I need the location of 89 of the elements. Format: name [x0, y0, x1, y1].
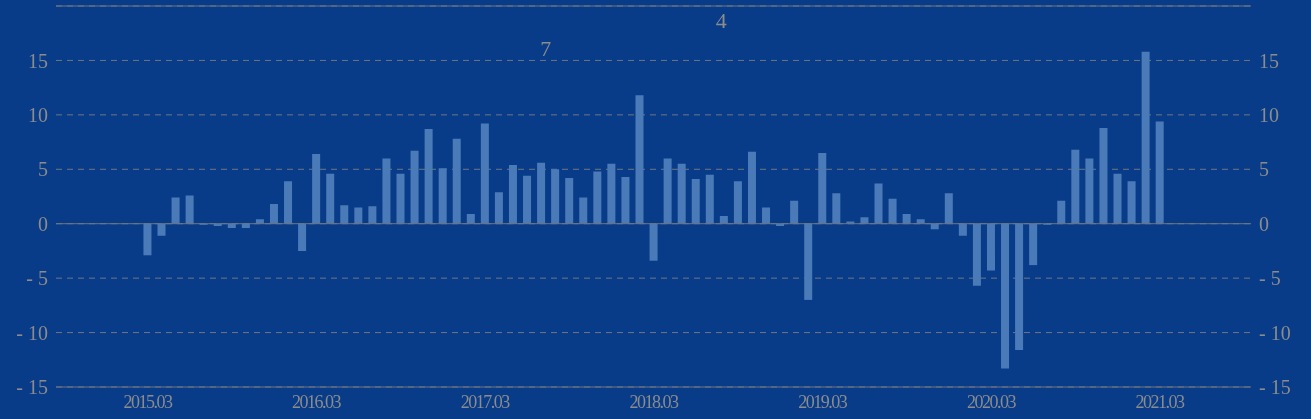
x-tick-label: 2020.03	[966, 391, 1017, 412]
bar	[705, 174, 714, 224]
bar	[776, 223, 785, 226]
bar	[832, 193, 841, 224]
y-tick-label: 5	[38, 158, 48, 181]
bar	[972, 223, 981, 286]
y-tick-label: 0	[38, 212, 48, 235]
bar	[523, 175, 532, 224]
bar	[677, 163, 686, 224]
y2-tick-label: 5	[1259, 158, 1269, 181]
bar	[1141, 51, 1150, 224]
bar	[354, 207, 363, 224]
bar	[888, 198, 897, 224]
y-tick-label: - 10	[16, 321, 48, 344]
bar	[1071, 149, 1080, 224]
bar	[326, 173, 335, 224]
bar	[396, 173, 405, 224]
bar	[607, 163, 616, 224]
bar	[762, 207, 771, 224]
x-tick-label: 2017.03	[460, 391, 511, 412]
bar	[874, 183, 883, 224]
bar	[410, 150, 419, 224]
bar	[818, 152, 827, 224]
bar	[269, 204, 278, 224]
bar	[537, 162, 546, 224]
y-tick-label: 15	[28, 49, 48, 72]
bar	[565, 177, 574, 224]
bar	[1113, 173, 1122, 224]
bar	[241, 223, 250, 229]
bar	[494, 192, 503, 224]
bar	[579, 197, 588, 224]
y2-tick-label: 10	[1259, 103, 1279, 126]
y2-tick-label: 0	[1259, 212, 1269, 235]
y-tick-label: - 5	[26, 267, 48, 290]
bar	[452, 138, 461, 224]
bar	[284, 181, 293, 224]
x-tick-label: 2018.03	[629, 391, 679, 412]
bar	[902, 213, 911, 224]
bar	[480, 123, 489, 224]
x-tick-label: 2015.03	[123, 391, 173, 412]
y2-tick-label: - 10	[1259, 321, 1291, 344]
bar	[466, 213, 475, 224]
bar	[804, 223, 813, 300]
bar	[958, 223, 967, 236]
bar	[1127, 181, 1136, 224]
bar	[424, 129, 433, 224]
bar	[213, 223, 222, 226]
bar	[635, 95, 644, 224]
y-tick-label: 10	[28, 103, 48, 126]
bar	[1015, 223, 1024, 350]
bar	[551, 169, 560, 224]
x-tick-label: 2021.03	[1135, 391, 1186, 412]
bar	[986, 223, 995, 271]
x-tick-label: 2019.03	[798, 391, 848, 412]
bar	[790, 200, 799, 224]
annotation: 4	[715, 8, 727, 34]
bar	[340, 205, 349, 224]
y-tick-label: - 15	[16, 376, 48, 399]
bar	[1029, 223, 1038, 266]
bar	[930, 223, 939, 230]
bar	[368, 206, 377, 224]
x-tick-label: 2016.03	[292, 391, 342, 412]
bar	[185, 195, 194, 224]
bar	[157, 223, 166, 236]
bar	[171, 197, 180, 224]
bar	[691, 179, 700, 224]
y2-tick-label: 15	[1259, 49, 1279, 72]
bar	[1001, 223, 1010, 369]
bar	[649, 223, 658, 261]
bar	[1099, 127, 1108, 224]
bar	[733, 181, 742, 224]
bar	[143, 223, 152, 256]
bar	[438, 168, 447, 224]
y2-tick-label: - 15	[1259, 376, 1291, 399]
bar	[944, 193, 953, 224]
bar	[747, 151, 756, 224]
bar	[593, 171, 602, 224]
bar	[663, 158, 672, 224]
annotation: 7	[540, 36, 552, 62]
bar	[621, 176, 630, 224]
bar	[1155, 121, 1164, 224]
bar	[298, 223, 307, 251]
bar	[227, 223, 236, 229]
bar	[1057, 200, 1066, 224]
bar	[1085, 158, 1094, 224]
y2-tick-label: - 5	[1259, 267, 1281, 290]
bar	[382, 158, 391, 224]
bar	[508, 164, 517, 224]
bar	[312, 154, 321, 224]
